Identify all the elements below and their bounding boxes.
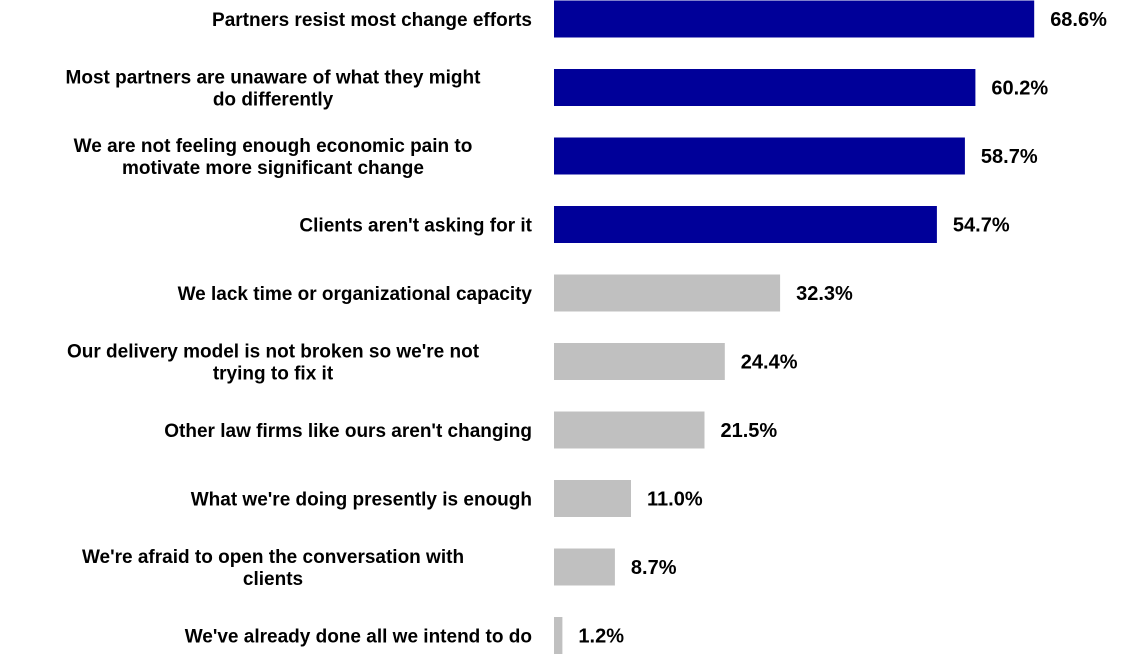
category-label-9: We've already done all we intend to do [185,627,532,648]
category-label-line: trying to fix it [213,364,334,385]
bar-4 [554,274,781,312]
bars-layer [554,0,1035,654]
bar-9 [554,617,563,654]
category-label-line: We've already done all we intend to do [185,627,532,648]
bar-3 [554,206,937,243]
value-label-1: 60.2% [991,78,1048,100]
category-label-0: Partners resist most change efforts [212,10,532,31]
value-label-0: 68.6% [1050,9,1107,31]
value-labels: 68.6% 60.2% 58.7% 54.7% 32.3% 24.4% 21.5% 11.0%… [578,9,1107,648]
category-label-7: What we're doing presently is enough [191,490,532,511]
category-label-4: We lack time or organizational capacity [178,284,533,305]
bar-7 [554,480,631,517]
category-label-line: We lack time or organizational capacity [178,284,533,305]
category-label-line: Our delivery model is not broken so we'r… [67,342,480,363]
category-label-line: Most partners are unaware of what they m… [66,68,482,89]
value-label-4: 32.3% [796,283,853,305]
category-label-line: Partners resist most change efforts [212,10,532,31]
value-label-3: 54.7% [953,215,1010,237]
value-label-6: 21.5% [721,420,778,442]
bar-1 [554,69,976,106]
category-label-line: We're afraid to open the conversation wi… [82,547,464,568]
category-label-8: We're afraid to open the conversation wi… [82,547,464,590]
bar-0 [554,0,1035,38]
category-label-6: Other law firms like ours aren't changin… [164,421,532,442]
category-label-line: do differently [213,90,334,111]
category-label-line: motivate more significant change [122,158,424,179]
category-label-line: What we're doing presently is enough [191,490,532,511]
value-label-9: 1.2% [578,626,624,648]
value-label-8: 8.7% [631,557,677,579]
value-label-2: 58.7% [981,146,1038,168]
bar-5 [554,343,725,380]
bar-2 [554,137,965,175]
category-label-line: Clients aren't asking for it [299,216,532,237]
category-label-line: Other law firms like ours aren't changin… [164,421,532,442]
category-labels: Partners resist most change efforts Most … [66,10,533,648]
category-label-2: We are not feeling enough economic pain … [74,136,473,179]
category-label-1: Most partners are unaware of what they m… [66,68,482,111]
value-label-7: 11.0% [647,489,703,511]
category-label-line: We are not feeling enough economic pain … [74,136,473,157]
bar-6 [554,411,705,449]
category-label-line: clients [243,569,303,590]
category-label-3: Clients aren't asking for it [299,216,532,237]
bar-8 [554,548,615,586]
value-label-5: 24.4% [741,352,798,374]
category-label-5: Our delivery model is not broken so we'r… [67,342,480,385]
